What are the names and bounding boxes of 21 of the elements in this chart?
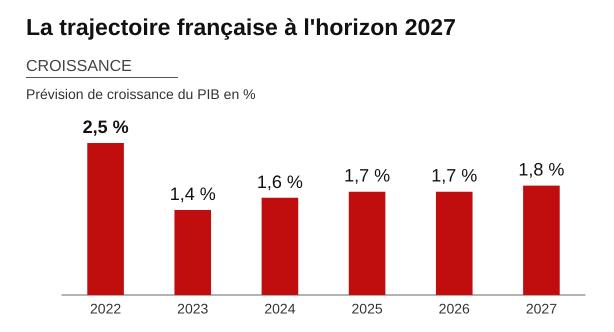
data-label: 1,7 %	[344, 166, 390, 186]
x-tick-label: 2022	[90, 300, 122, 316]
y-axis-title: Prévision de croissance du PIB en %	[26, 86, 256, 102]
x-tick-label: 2023	[177, 300, 209, 316]
bar	[436, 192, 473, 296]
data-label: 2,5 %	[82, 116, 129, 137]
x-tick-label: 2025	[352, 300, 383, 316]
chart-title: La trajectoire française à l'horizon 2027	[26, 14, 456, 41]
data-label: 1,6 %	[256, 172, 303, 192]
bar	[348, 192, 386, 296]
bar	[523, 186, 560, 296]
bar	[174, 210, 212, 296]
x-tick-label: 2024	[264, 300, 296, 316]
data-label: 1,4 %	[170, 184, 216, 204]
bar	[262, 198, 298, 296]
x-tick-label: 2026	[438, 300, 470, 316]
data-label: 1,8 %	[518, 160, 564, 180]
bar	[87, 143, 124, 296]
x-tick-label: 2027	[526, 300, 558, 316]
data-label: 1,7 %	[431, 166, 478, 186]
chart-subtitle: CROISSANCE	[26, 58, 178, 78]
